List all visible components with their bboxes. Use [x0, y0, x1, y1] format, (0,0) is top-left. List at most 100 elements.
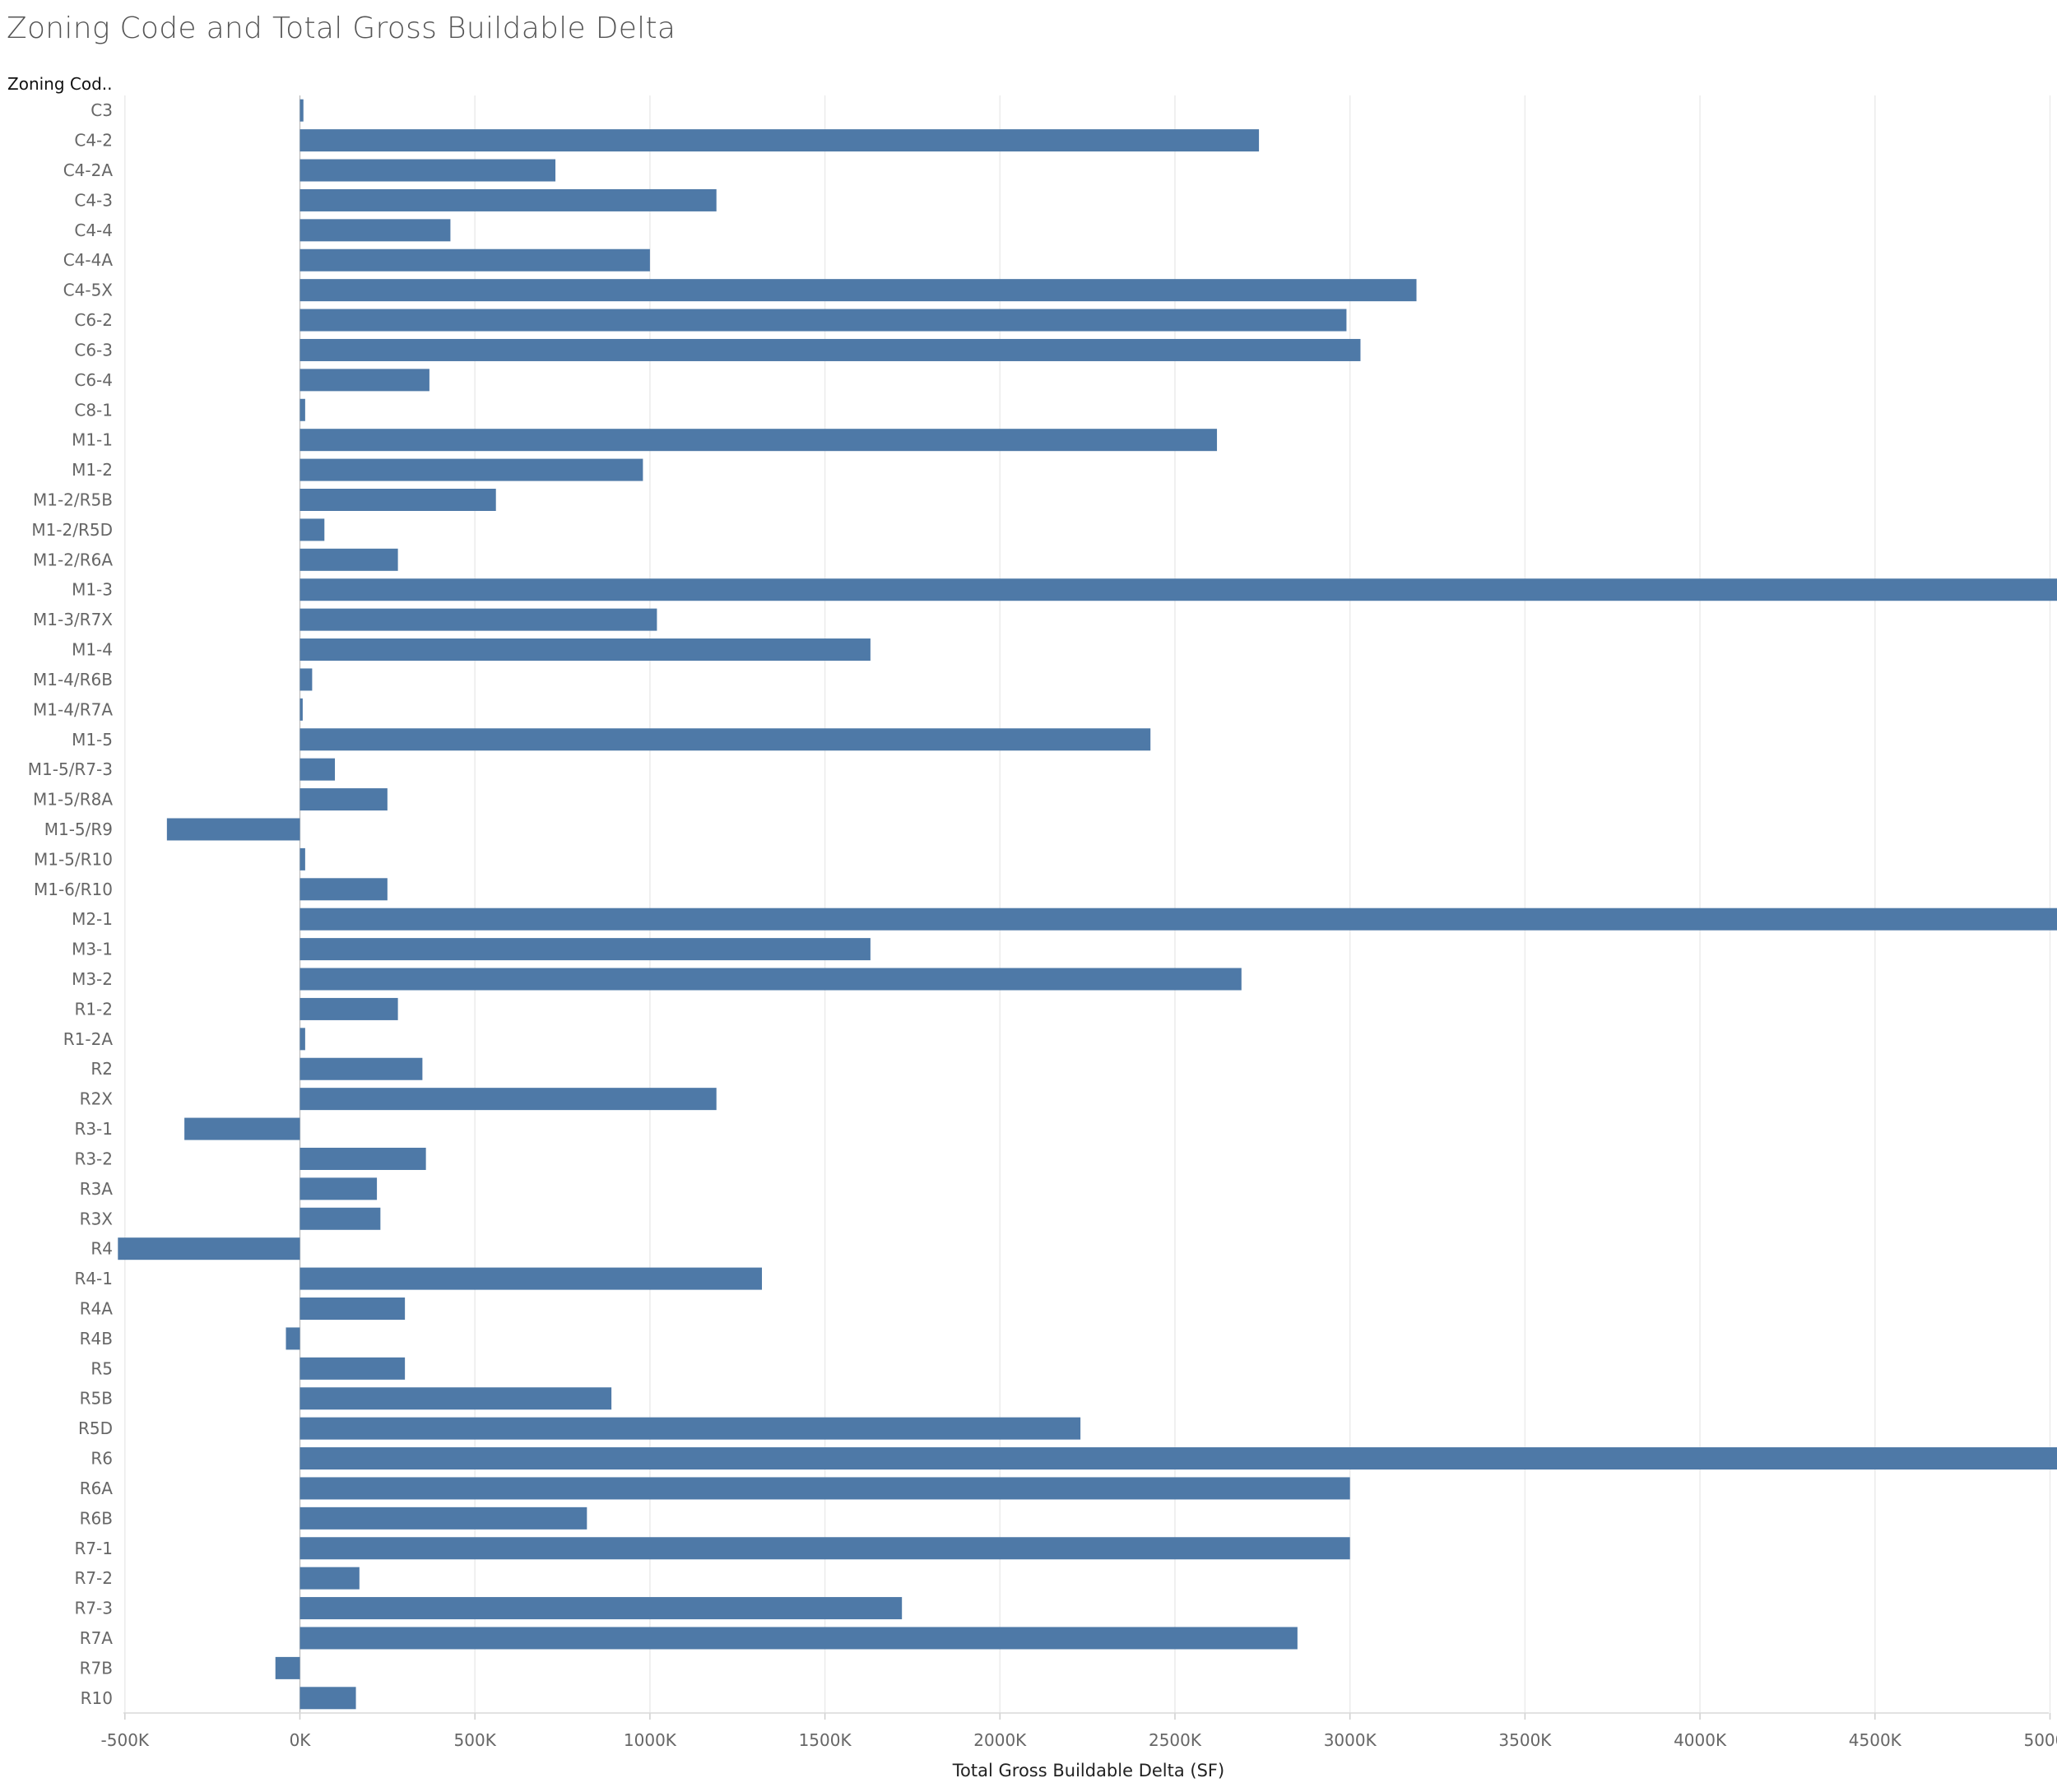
category-label: R3-2 [74, 1149, 113, 1168]
x-tick-label: 500K [454, 1730, 497, 1750]
category-label: C4-5X [63, 281, 114, 300]
category-label: R6B [80, 1508, 113, 1528]
x-axis-title: Total Gross Buildable Delta (SF) [952, 1761, 1224, 1780]
category-label: R7-1 [74, 1539, 113, 1558]
bar[interactable] [299, 1088, 717, 1111]
x-tick-label: 0K [290, 1730, 312, 1750]
x-tick-label: 5000K [2023, 1730, 2057, 1750]
x-tick-label: -500K [101, 1730, 150, 1750]
bar[interactable] [299, 159, 556, 182]
category-label: M3-1 [72, 940, 113, 959]
bar[interactable] [299, 1028, 305, 1051]
bar[interactable] [299, 1147, 426, 1170]
bar[interactable] [299, 309, 1347, 332]
category-label: R3A [80, 1179, 114, 1199]
category-label: M1-2/R5B [33, 490, 113, 510]
category-label: R5D [78, 1418, 113, 1438]
bar[interactable] [299, 1357, 406, 1380]
category-label: C4-2A [63, 160, 114, 180]
bar[interactable] [299, 1298, 406, 1320]
category-label: M1-5/R7-3 [28, 759, 113, 779]
category-label: R6A [80, 1479, 114, 1498]
category-label: C6-4 [74, 370, 113, 390]
bar[interactable] [299, 847, 305, 870]
bar[interactable] [299, 1506, 587, 1530]
bar[interactable] [299, 968, 1242, 991]
category-label: M1-1 [72, 430, 113, 450]
bar[interactable] [299, 1477, 1350, 1500]
bar[interactable] [299, 219, 451, 242]
bar[interactable] [299, 518, 325, 541]
category-label: C8-1 [74, 400, 113, 420]
category-label: C3 [91, 100, 113, 120]
category-label: R4B [80, 1329, 113, 1349]
bar[interactable] [299, 938, 871, 961]
bar[interactable] [299, 668, 313, 691]
bar[interactable] [299, 1387, 612, 1410]
bar[interactable] [299, 548, 398, 571]
category-label: M1-4/R6B [33, 670, 113, 689]
bars [118, 99, 2057, 1710]
bar[interactable] [299, 698, 303, 721]
bar[interactable] [184, 1117, 300, 1140]
bar[interactable] [275, 1656, 300, 1679]
bar[interactable] [299, 458, 643, 481]
bar[interactable] [299, 878, 388, 901]
bar[interactable] [299, 1417, 1081, 1440]
bar[interactable] [299, 578, 2057, 601]
bar[interactable] [299, 1567, 360, 1590]
category-label: C4-4 [74, 221, 113, 240]
bar[interactable] [299, 1207, 381, 1230]
bar[interactable] [299, 248, 650, 272]
category-label: R6 [91, 1449, 113, 1469]
x-tick-label: 4500K [1849, 1730, 1902, 1750]
bar[interactable] [118, 1237, 300, 1260]
category-labels: C3 C4-2 C4-2A C4-3 C4-4 C4-4A C4-5X C6-2 C6-3 C6-… [28, 100, 114, 1708]
bar[interactable] [299, 429, 1218, 452]
bar[interactable] [299, 369, 430, 392]
bar[interactable] [299, 1687, 356, 1710]
category-label: R7-2 [74, 1568, 113, 1588]
category-label: M1-4 [72, 640, 113, 660]
bar[interactable] [299, 279, 1417, 302]
bar[interactable] [299, 1057, 423, 1080]
category-label: M2-1 [72, 909, 113, 929]
bar[interactable] [299, 1267, 763, 1290]
bar[interactable] [299, 1627, 1298, 1650]
category-label: R2 [91, 1059, 113, 1079]
bar[interactable] [299, 188, 717, 211]
bar[interactable] [286, 1327, 300, 1350]
x-tick-label: 3000K [1324, 1730, 1377, 1750]
category-label: M1-2/R5D [31, 520, 113, 540]
bar[interactable] [299, 99, 304, 122]
category-label: R7-3 [74, 1599, 113, 1618]
bar[interactable] [299, 1537, 1350, 1560]
category-label: C4-2 [74, 131, 113, 151]
x-tick-label: 1000K [624, 1730, 677, 1750]
bar[interactable] [299, 638, 871, 662]
bar[interactable] [299, 1447, 2057, 1470]
bar[interactable] [299, 758, 336, 781]
category-label: R7A [80, 1628, 114, 1648]
bar[interactable] [299, 338, 1361, 361]
category-label: R5 [91, 1358, 113, 1378]
bar[interactable] [299, 997, 398, 1020]
bar[interactable] [299, 398, 305, 421]
bar[interactable] [299, 489, 496, 511]
category-label: C6-3 [74, 340, 113, 360]
bar[interactable] [299, 908, 2057, 931]
x-tick-label: 4000K [1674, 1730, 1727, 1750]
chart-title: Zoning Code and Total Gross Buildable De… [7, 12, 676, 45]
bar[interactable] [299, 728, 1151, 751]
category-label: R5B [80, 1389, 113, 1409]
bar[interactable] [299, 1177, 378, 1200]
x-axis: -500K 0K 500K 1000K 1500K 2000K 2500K 3000K 3500… [101, 1712, 2057, 1750]
bar[interactable] [299, 608, 657, 631]
bar[interactable] [299, 129, 1260, 152]
bar[interactable] [299, 1597, 903, 1620]
bar[interactable] [299, 788, 388, 811]
category-label: R1-2A [63, 1029, 114, 1049]
category-label: M1-5/R9 [44, 819, 113, 839]
bar[interactable] [166, 818, 300, 841]
